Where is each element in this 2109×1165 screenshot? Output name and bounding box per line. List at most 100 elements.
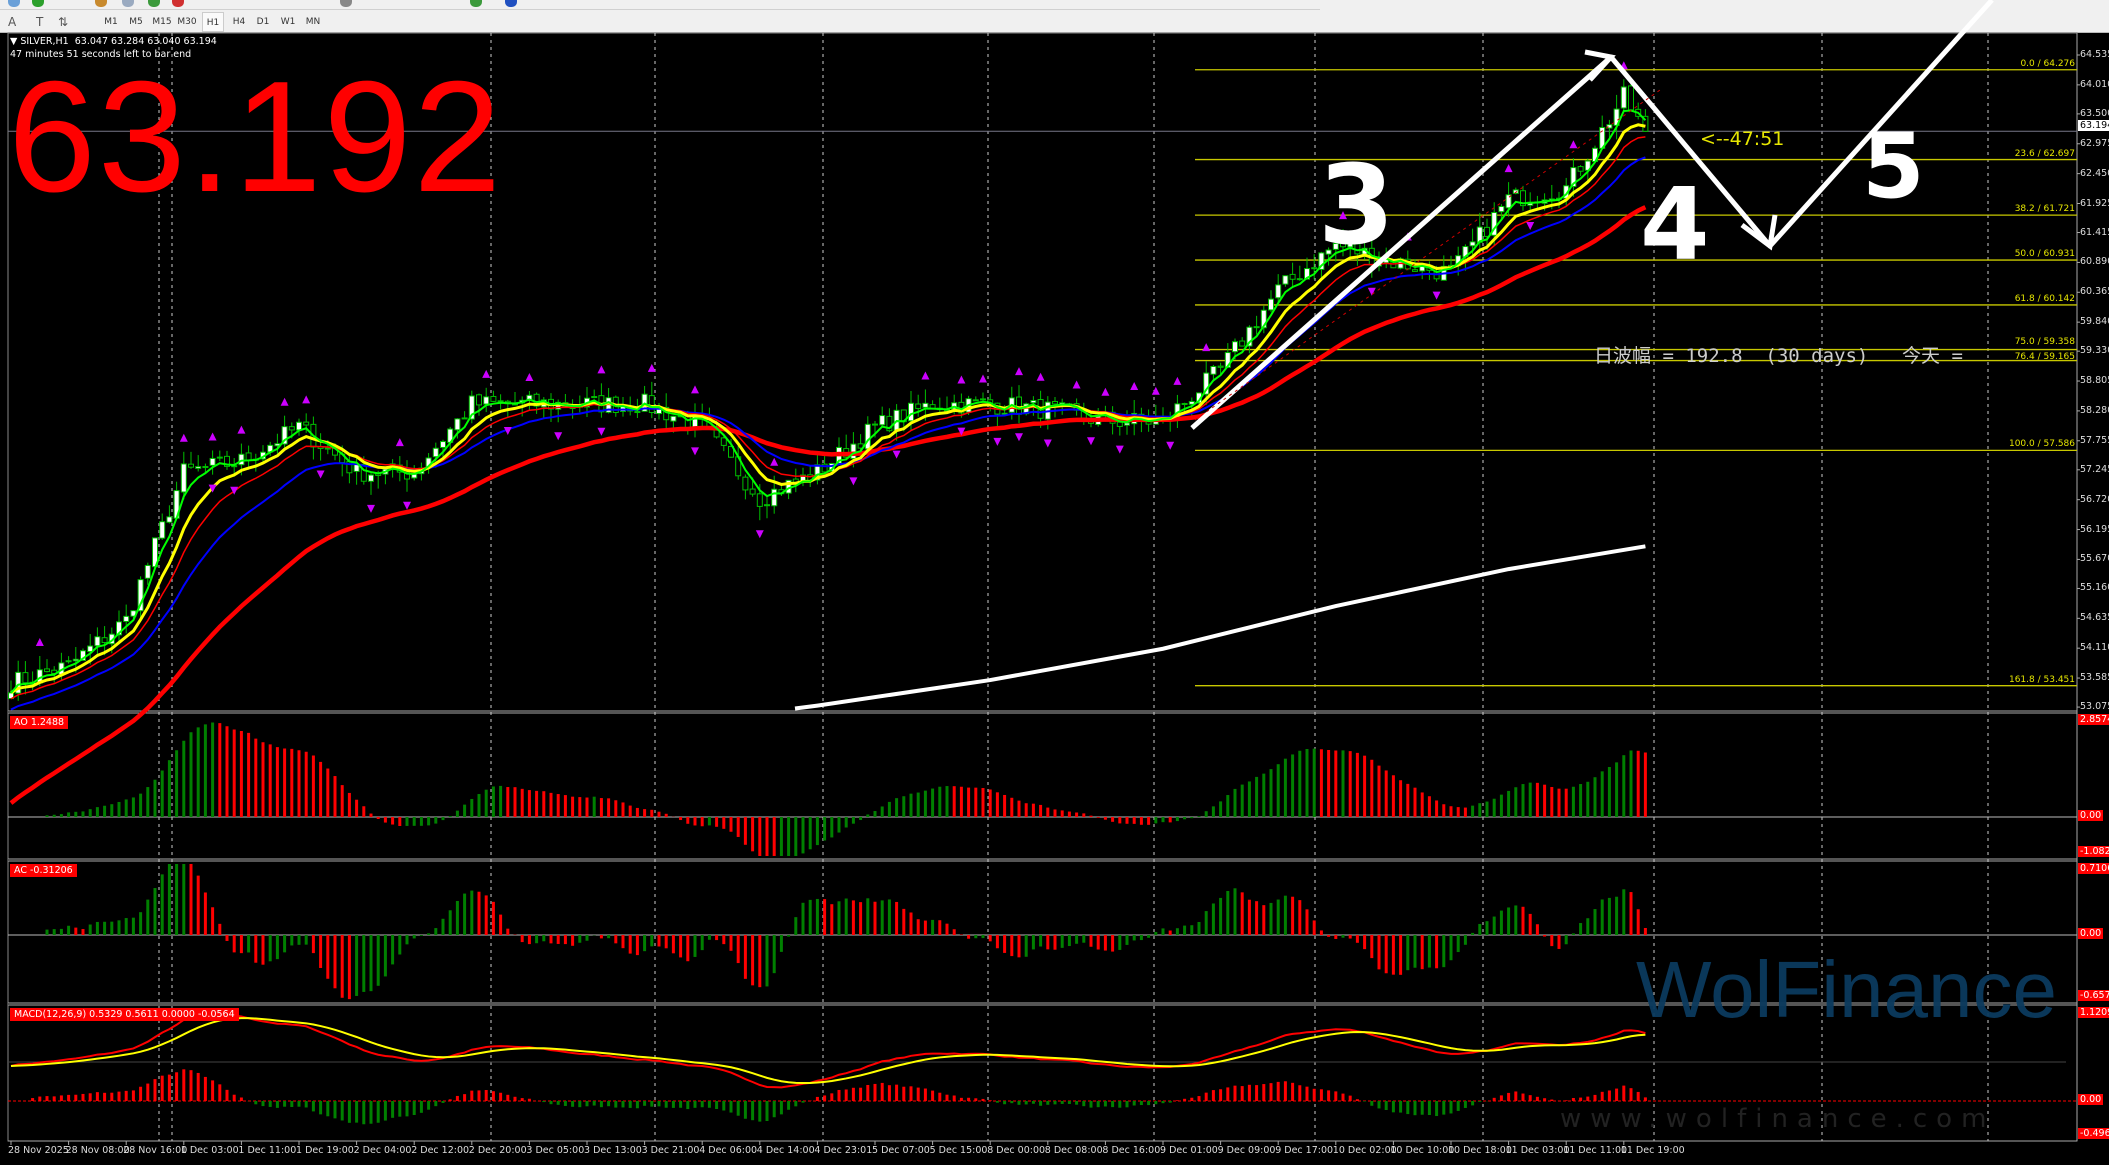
- arrows-tool-button[interactable]: ⇅: [58, 15, 69, 29]
- candle: [1296, 265, 1303, 281]
- timeframe-h4-button[interactable]: H4: [232, 17, 246, 27]
- candle-body: [101, 637, 108, 644]
- ma-green-line: [10, 109, 1647, 694]
- price-axis-label: 53.585: [2080, 672, 2109, 684]
- price-axis-label: 53.075: [2080, 701, 2109, 713]
- candle-body: [288, 426, 295, 431]
- fractal-down-arrow: [755, 530, 764, 539]
- new-order-icon[interactable]: [470, 0, 482, 7]
- candle-body: [94, 636, 101, 647]
- timeframe-h1-button[interactable]: H1: [202, 12, 224, 32]
- price-axis-label: 58.280: [2080, 404, 2109, 416]
- toolbar-top-row: [0, 0, 1320, 10]
- history-icon[interactable]: [505, 0, 517, 7]
- terminal-icon[interactable]: [122, 0, 134, 7]
- time-axis-label: 4 Dec 14:00: [756, 1145, 815, 1156]
- candle: [1253, 315, 1260, 335]
- price-axis-label: 56.195: [2080, 523, 2109, 535]
- price-axis-label: 64.535: [2080, 49, 2109, 60]
- candle: [569, 399, 576, 419]
- time-axis-label: 9 Dec 17:00: [1275, 1145, 1334, 1156]
- candle-body: [915, 403, 922, 409]
- time-axis-label: 28 Nov 08:00: [65, 1145, 130, 1156]
- candle-body: [634, 411, 641, 414]
- candle-body: [872, 423, 878, 426]
- candle-body: [123, 615, 130, 622]
- candle-body: [1232, 341, 1238, 353]
- candle: [94, 627, 101, 656]
- price-axis-label: 55.670: [2080, 553, 2109, 565]
- fib-level-label: 38.2 / 61.721: [2014, 204, 2075, 215]
- timeframe-m15-button[interactable]: M15: [152, 17, 172, 27]
- candle: [216, 450, 223, 462]
- add-icon[interactable]: [32, 0, 44, 7]
- fractal-up-arrow: [597, 365, 606, 374]
- price-axis-label: 57.755: [2080, 434, 2109, 446]
- candle-body: [1484, 226, 1490, 237]
- timeframe-w1-button[interactable]: W1: [280, 17, 296, 27]
- fractal-down-arrow: [1367, 287, 1376, 296]
- candle-body: [670, 415, 677, 422]
- fractal-down-arrow: [208, 484, 217, 493]
- fractal-up-arrow: [280, 397, 289, 406]
- time-axis-label: 9 Dec 09:00: [1217, 1145, 1276, 1156]
- macd-label: MACD(12,26,9) 0.5329 0.5611 0.0000 -0.05…: [10, 1008, 239, 1021]
- current-price-label: 63.194: [2078, 120, 2109, 132]
- timeframe-m1-button[interactable]: M1: [104, 17, 118, 27]
- candle-body: [303, 421, 310, 426]
- wave-label-4: 4: [1640, 166, 1710, 283]
- candle-body: [468, 395, 475, 420]
- fractal-up-arrow: [647, 363, 656, 372]
- toolbox-icon[interactable]: [95, 0, 107, 7]
- candle: [180, 451, 187, 500]
- fib-level-label: 23.6 / 62.697: [2014, 148, 2075, 159]
- candle: [1246, 325, 1253, 354]
- candle: [144, 562, 151, 585]
- fractal-up-arrow: [1151, 386, 1160, 395]
- price-axis-label: 59.330: [2080, 345, 2109, 357]
- fractal-down-arrow: [1526, 221, 1535, 230]
- time-axis-label: 10 Dec 02:00: [1332, 1145, 1397, 1156]
- timeframe-d1-button[interactable]: D1: [256, 17, 270, 27]
- fractal-up-arrow: [1367, 218, 1376, 227]
- timeframe-m5-button[interactable]: M5: [129, 17, 143, 27]
- candle-body: [1275, 284, 1282, 299]
- text-tool-button[interactable]: A: [8, 15, 17, 29]
- candle: [1628, 84, 1634, 111]
- candle-body: [1512, 189, 1519, 194]
- label-tool-button[interactable]: T: [36, 15, 44, 29]
- candle-body: [72, 658, 79, 662]
- arrow-head-icon: [1740, 214, 1778, 251]
- candle: [1340, 229, 1346, 257]
- timeframe-m30-button[interactable]: M30: [177, 17, 197, 27]
- candle-body: [1289, 273, 1296, 280]
- timeframe-mn-button[interactable]: MN: [305, 17, 321, 27]
- candle-body: [87, 645, 94, 653]
- candle: [497, 394, 504, 410]
- fractal-up-arrow: [691, 385, 699, 394]
- chart-bar-icon[interactable]: [340, 0, 352, 7]
- time-axis-label: 3 Dec 21:00: [641, 1145, 700, 1156]
- ao-axis-max: 2.8574: [2078, 714, 2109, 725]
- fractal-down-arrow: [1087, 437, 1095, 446]
- candle-body: [195, 466, 202, 469]
- stop-icon[interactable]: [172, 0, 184, 7]
- candle: [720, 434, 727, 452]
- candle-body: [188, 463, 194, 468]
- candle: [915, 394, 922, 417]
- fractal-down-arrow: [554, 432, 563, 441]
- candle: [1512, 187, 1519, 195]
- fractal-down-arrow: [993, 437, 1002, 446]
- candle: [483, 387, 490, 413]
- candle-body: [368, 474, 374, 482]
- candle-body: [821, 463, 828, 473]
- experts-icon[interactable]: [148, 0, 160, 7]
- candle-body: [324, 447, 331, 450]
- candle: [972, 396, 979, 402]
- candle: [1620, 79, 1627, 111]
- zoom-icon[interactable]: [8, 0, 20, 7]
- fib-level-label: 50.0 / 60.931: [2014, 249, 2075, 260]
- big-price-label: 63.192: [8, 49, 504, 225]
- fib-level-label: 61.8 / 60.142: [2014, 293, 2075, 304]
